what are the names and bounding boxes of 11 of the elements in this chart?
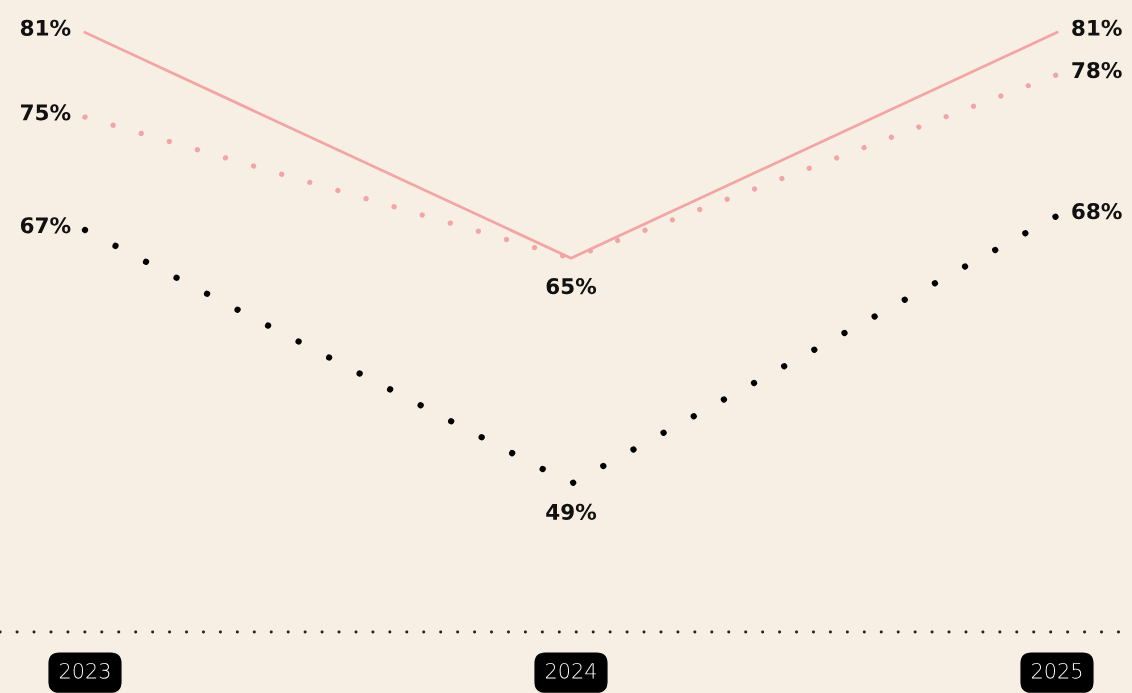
data-label: 49% xyxy=(546,503,597,520)
data-label: 65% xyxy=(546,277,597,295)
data-label: 78% xyxy=(1072,61,1122,79)
data-label: 81% xyxy=(1072,19,1122,36)
x-tick-label: 2024 xyxy=(545,662,596,679)
data-label: 68% xyxy=(1072,203,1122,220)
data-label: 67% xyxy=(20,217,71,234)
x-tick-label: 2025 xyxy=(1031,662,1082,679)
data-label: 81% xyxy=(20,19,71,36)
x-tick-label: 2023 xyxy=(59,662,110,679)
data-label: 75% xyxy=(21,104,71,121)
